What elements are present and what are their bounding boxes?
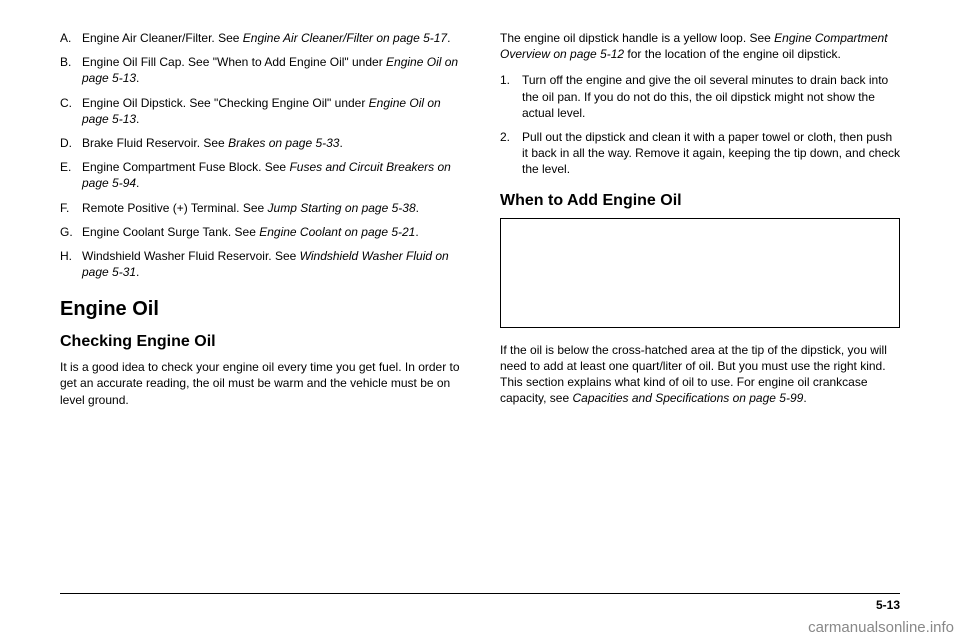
step-text: Turn off the engine and give the oil sev… <box>522 72 900 121</box>
component-list-item: A.Engine Air Cleaner/Filter. See Engine … <box>60 30 460 46</box>
component-list: A.Engine Air Cleaner/Filter. See Engine … <box>60 30 460 280</box>
list-item-text: Engine Compartment Fuse Block. See Fuses… <box>82 159 460 191</box>
step-marker: 1. <box>500 72 522 121</box>
heading-when-to-add: When to Add Engine Oil <box>500 192 900 210</box>
list-item-text: Engine Oil Fill Cap. See "When to Add En… <box>82 54 460 86</box>
dipstick-image-placeholder <box>500 218 900 328</box>
page-number: 5-13 <box>876 598 900 612</box>
list-item-text: Windshield Washer Fluid Reservoir. See W… <box>82 248 460 280</box>
step-list-item: 2.Pull out the dipstick and clean it wit… <box>500 129 900 178</box>
component-list-item: E.Engine Compartment Fuse Block. See Fus… <box>60 159 460 191</box>
component-list-item: H.Windshield Washer Fluid Reservoir. See… <box>60 248 460 280</box>
heading-engine-oil: Engine Oil <box>60 298 460 321</box>
paragraph-dipstick-intro: The engine oil dipstick handle is a yell… <box>500 30 900 62</box>
step-list-item: 1.Turn off the engine and give the oil s… <box>500 72 900 121</box>
paragraph-checking: It is a good idea to check your engine o… <box>60 359 460 408</box>
list-item-text: Engine Coolant Surge Tank. See Engine Co… <box>82 224 419 240</box>
heading-checking-engine-oil: Checking Engine Oil <box>60 333 460 351</box>
left-column: A.Engine Air Cleaner/Filter. See Engine … <box>60 30 460 418</box>
list-item-text: Remote Positive (+) Terminal. See Jump S… <box>82 200 419 216</box>
list-marker: C. <box>60 95 82 127</box>
component-list-item: F.Remote Positive (+) Terminal. See Jump… <box>60 200 460 216</box>
list-marker: F. <box>60 200 82 216</box>
step-text: Pull out the dipstick and clean it with … <box>522 129 900 178</box>
list-marker: H. <box>60 248 82 280</box>
list-item-text: Brake Fluid Reservoir. See Brakes on pag… <box>82 135 343 151</box>
component-list-item: D.Brake Fluid Reservoir. See Brakes on p… <box>60 135 460 151</box>
step-marker: 2. <box>500 129 522 178</box>
list-marker: B. <box>60 54 82 86</box>
list-marker: A. <box>60 30 82 46</box>
list-marker: E. <box>60 159 82 191</box>
list-item-text: Engine Air Cleaner/Filter. See Engine Ai… <box>82 30 450 46</box>
component-list-item: C.Engine Oil Dipstick. See "Checking Eng… <box>60 95 460 127</box>
watermark: carmanualsonline.info <box>808 619 954 636</box>
steps-list: 1.Turn off the engine and give the oil s… <box>500 72 900 177</box>
page-footer: 5-13 <box>60 593 900 612</box>
list-marker: D. <box>60 135 82 151</box>
list-marker: G. <box>60 224 82 240</box>
component-list-item: G.Engine Coolant Surge Tank. See Engine … <box>60 224 460 240</box>
right-column: The engine oil dipstick handle is a yell… <box>500 30 900 418</box>
list-item-text: Engine Oil Dipstick. See "Checking Engin… <box>82 95 460 127</box>
paragraph-add-oil: If the oil is below the cross-hatched ar… <box>500 342 900 407</box>
component-list-item: B.Engine Oil Fill Cap. See "When to Add … <box>60 54 460 86</box>
